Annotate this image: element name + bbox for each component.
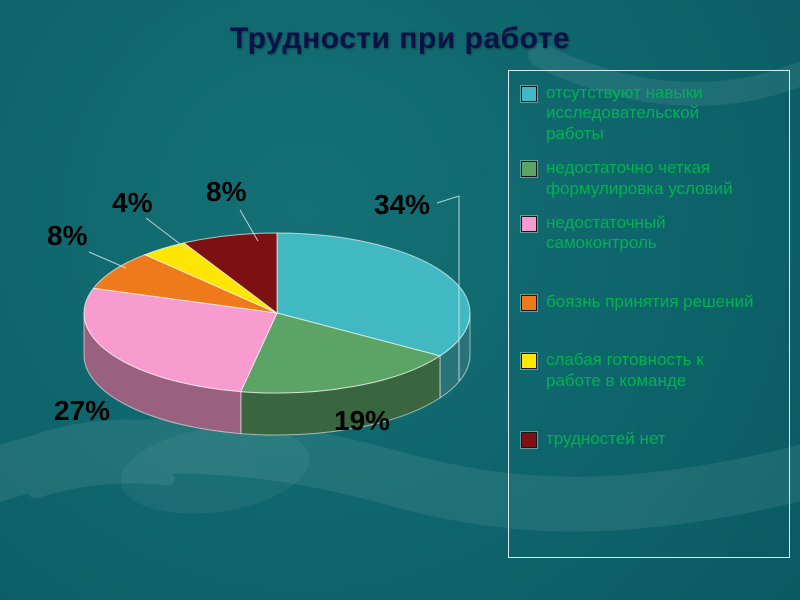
legend-label: отсутствуют навыки исследовательской раб… [546, 83, 703, 143]
legend-swatch-teal [521, 86, 537, 102]
pie-label-27pct: 27% [54, 395, 111, 426]
slide-title: Трудности при работе [229, 22, 570, 55]
pie-label-34pct: 34% [374, 189, 431, 220]
legend-item: недостаточно четкая формулировка условий [521, 158, 779, 199]
legend-item: отсутствуют навыки исследовательской раб… [521, 83, 779, 144]
legend-label: боязнь принятия решений [546, 291, 754, 311]
legend-swatch-green [521, 161, 537, 178]
legend-item: трудностей нет [521, 429, 779, 449]
legend-swatch-orange [521, 294, 537, 311]
legend-label: трудностей нет [546, 428, 666, 448]
legend-label: слабая готовность к работе в команде [546, 350, 704, 390]
legend-swatch-darkred [521, 431, 537, 448]
pie-label-4pct: 4% [112, 187, 153, 218]
pie-label-8pct-top: 8% [206, 176, 247, 207]
legend-swatch-yellow [521, 353, 537, 370]
legend-swatch-pink [521, 215, 537, 232]
legend-label: недостаточный самоконтроль [546, 212, 666, 253]
legend-item: боязнь принятия решений [521, 292, 779, 312]
legend-item: слабая готовность к работе в команде [521, 350, 779, 391]
pie-label-8pct-left: 8% [47, 220, 88, 251]
legend-label: недостаточно четкая формулировка условий [546, 158, 733, 198]
chart-legend: отсутствуют навыки исследовательской раб… [508, 70, 790, 558]
legend-item: недостаточный самоконтроль [521, 213, 779, 254]
pie-label-19pct: 19% [334, 405, 391, 436]
